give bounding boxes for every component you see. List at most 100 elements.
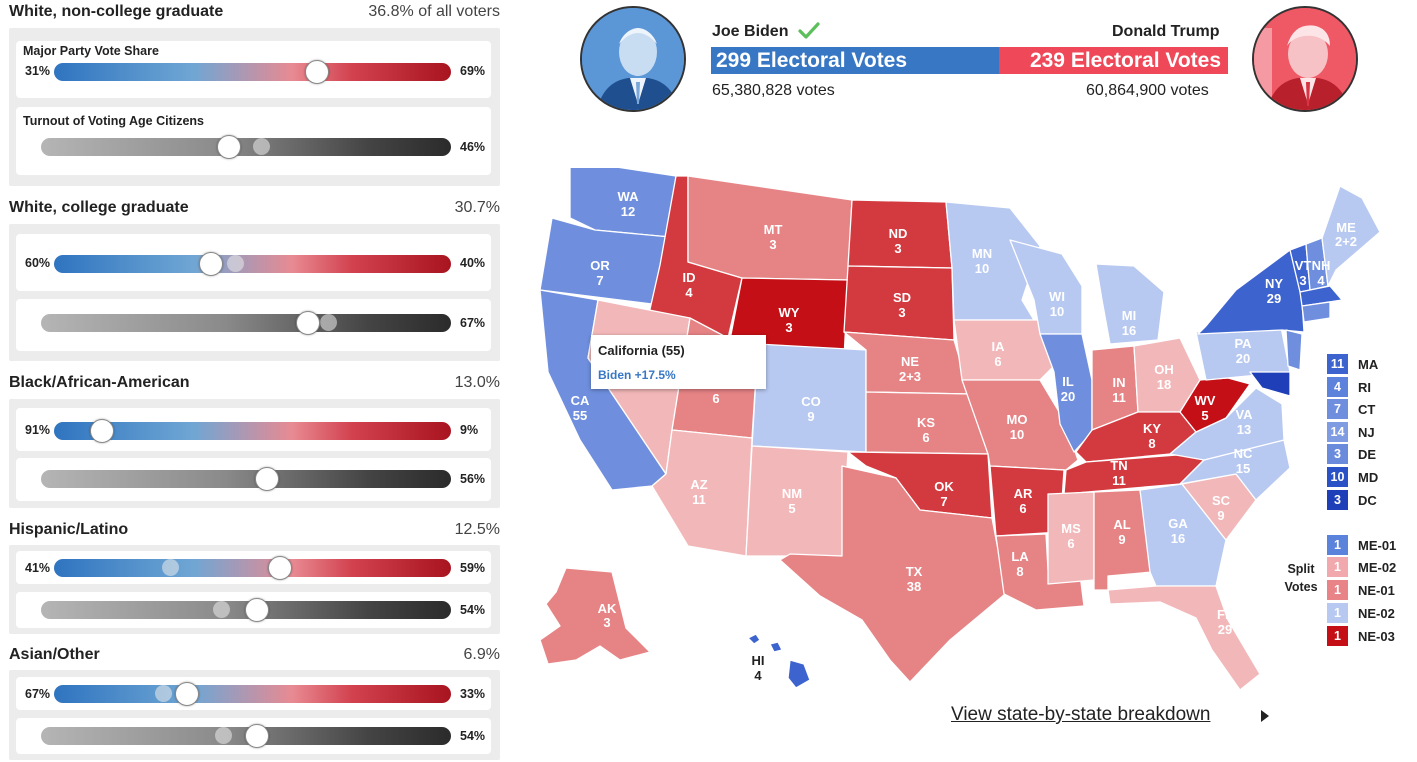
vote-share-slider[interactable] [54,559,451,577]
baseline-marker [162,559,179,576]
legend-row-de[interactable]: 3 DE [1327,444,1376,464]
state-me [1321,185,1381,287]
group-header-white-noncollege: White, non-college graduate 36.8% of all… [9,1,500,23]
group-panel: Major Party Vote Share 31% 69% Turnout o… [9,28,500,186]
group-header-hispanic: Hispanic/Latino 12.5% [9,519,500,541]
state-md [1249,371,1291,397]
district-code: ME-02 [1358,559,1397,575]
turnout-card: Turnout of Voting Age Citizens 46% [16,107,491,175]
legend-row-ma[interactable]: 11 MA [1327,354,1378,374]
state-tx [779,465,1011,683]
state-ak [539,567,651,665]
legend-row-ne-03[interactable]: 1 NE-03 [1327,626,1395,646]
state-ms [1047,491,1095,585]
group-share: 30.7% [454,199,500,216]
turnout-handle[interactable] [296,311,320,335]
group-name: Asian/Other [9,646,100,663]
group-name: White, college graduate [9,199,189,216]
state-wv [1179,377,1251,433]
state-code: NJ [1358,424,1375,440]
vote-share-card: 67% 33% [16,677,491,710]
state-code: DE [1358,446,1377,462]
legend-row-me-01[interactable]: 1 ME-01 [1327,535,1396,555]
turnout-card: 54% [16,718,491,754]
state-co [751,343,867,453]
group-name: Hispanic/Latino [9,521,129,538]
state-breakdown-link[interactable]: View state-by-state breakdown [951,704,1269,726]
turnout-handle[interactable] [217,135,241,159]
state-ct [1301,301,1331,323]
biden-name: Joe Biden [712,23,789,40]
vote-share-handle[interactable] [305,60,329,84]
vote-share-slider[interactable] [54,63,451,81]
vote-share-slider[interactable] [54,255,451,273]
state-ia [953,319,1059,381]
legend-row-ne-02[interactable]: 1 NE-02 [1327,603,1395,623]
ev-badge: 14 [1327,422,1348,442]
turnout-slider[interactable] [41,138,451,156]
demographics-panel: White, non-college graduate 36.8% of all… [0,0,508,762]
state-mt [687,175,853,281]
group-share: 6.9% [463,646,500,663]
group-name: Black/African-American [9,374,190,391]
dem-pct-label: 67% [25,687,51,701]
vote-share-handle[interactable] [90,419,114,443]
turnout-slider[interactable] [41,314,451,332]
state-sd [843,265,955,341]
turnout-pct-label: 54% [460,603,486,617]
vote-share-handle[interactable] [268,556,292,580]
dem-pct-label: 31% [25,64,51,78]
group-panel: 60% 40% 67% [9,224,500,361]
legend-row-nj[interactable]: 14 NJ [1327,422,1375,442]
district-code: NE-01 [1358,582,1395,598]
state-la [995,533,1085,611]
state-nj [1285,329,1303,371]
turnout-slider[interactable] [41,470,451,488]
turnout-handle[interactable] [245,598,269,622]
state-code: DC [1358,492,1377,508]
legend-row-me-02[interactable]: 1 ME-02 [1327,557,1396,577]
rep-pct-label: 59% [460,561,486,575]
turnout-pct-label: 56% [460,472,486,486]
vote-share-handle[interactable] [175,682,199,706]
turnout-card: 56% [16,458,491,501]
rep-pct-label: 33% [460,687,486,701]
baseline-marker [213,601,230,618]
dem-pct-label: 41% [25,561,51,575]
electoral-map [539,168,1381,691]
baseline-marker [320,314,337,331]
group-panel: 91% 9% 56% [9,399,500,508]
legend-row-ne-01[interactable]: 1 NE-01 [1327,580,1395,600]
ev-badge: 4 [1327,377,1348,397]
group-header-asian: Asian/Other 6.9% [9,644,500,666]
vote-share-handle[interactable] [199,252,223,276]
biden-electoral-bar: 299 Electoral Votes [711,47,999,74]
group-header-black: Black/African-American 13.0% [9,372,500,394]
trump-avatar [1252,6,1358,112]
dem-pct-label: 91% [25,423,51,437]
turnout-card: 67% [16,299,491,351]
ev-badge: 1 [1327,535,1348,555]
split-votes-label: Split Votes [1284,562,1318,594]
ev-badge: 10 [1327,467,1348,487]
vote-share-slider[interactable] [54,685,451,703]
turnout-handle[interactable] [245,724,269,748]
biden-popular-votes: 65,380,828 votes [712,82,835,99]
state-hi [747,633,811,689]
state-code: CT [1358,401,1376,417]
turnout-card: 54% [16,592,491,628]
turnout-handle[interactable] [255,467,279,491]
trump-popular-votes: 60,864,900 votes [1086,82,1209,99]
ev-badge: 1 [1327,626,1348,646]
group-share: 13.0% [454,374,500,391]
vote-share-slider[interactable] [54,422,451,440]
district-code: NE-03 [1358,628,1395,644]
vote-share-card: 91% 9% [16,408,491,451]
group-share: 36.8% of all voters [368,3,500,20]
legend-row-dc[interactable]: 3 DC [1327,490,1377,510]
legend-row-ct[interactable]: 7 CT [1327,399,1375,419]
legend-row-md[interactable]: 10 MD [1327,467,1378,487]
state-wa [569,168,677,238]
legend-row-ri[interactable]: 4 RI [1327,377,1371,397]
vote-share-card: 60% 40% [16,234,491,291]
